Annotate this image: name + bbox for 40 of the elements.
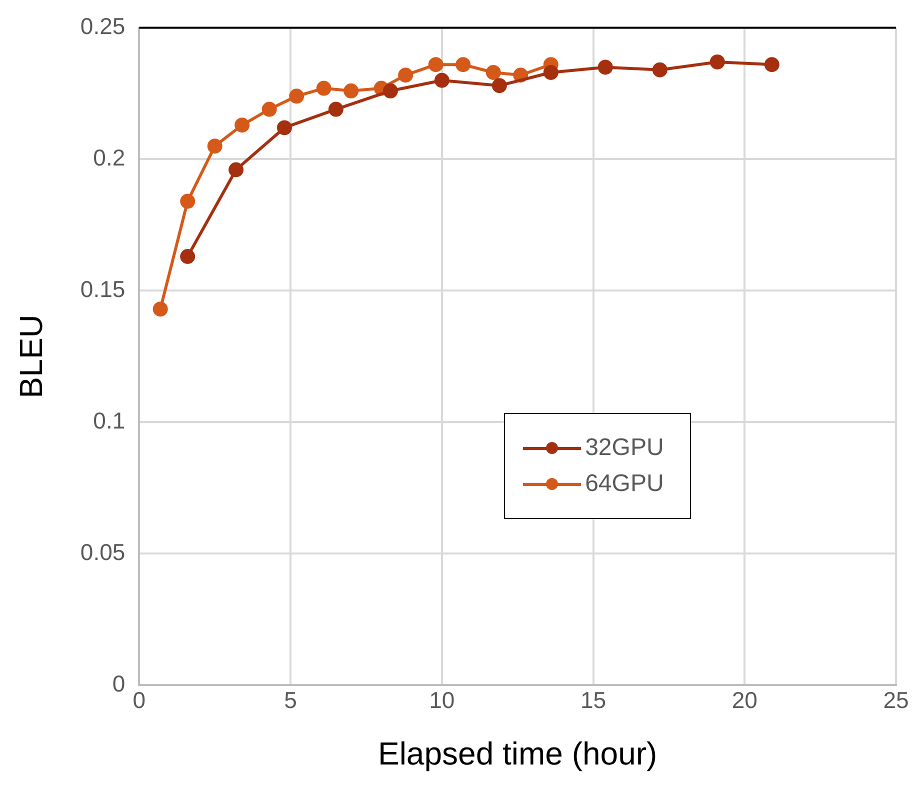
y-axis-title: BLEU <box>13 314 50 398</box>
legend-label: 32GPU <box>585 434 664 462</box>
y-tick-label: 0.25 <box>80 13 126 40</box>
point <box>456 57 471 72</box>
point <box>382 83 398 98</box>
point <box>234 118 250 133</box>
legend-label: 64GPU <box>585 470 664 498</box>
point <box>289 88 304 104</box>
point <box>398 68 414 83</box>
point <box>344 83 359 98</box>
x-tick-label: 15 <box>580 687 606 714</box>
y-tick-label: 0 <box>112 670 126 696</box>
x-tick-label: 25 <box>883 687 909 714</box>
point <box>228 162 244 178</box>
point <box>710 54 725 70</box>
point <box>598 60 613 75</box>
x-axis-title: Elapsed time (hour) <box>378 736 658 772</box>
point <box>276 120 292 136</box>
x-tick-label: 5 <box>284 687 297 714</box>
point <box>434 72 450 88</box>
point <box>764 57 780 72</box>
point <box>316 80 332 96</box>
point <box>486 64 501 80</box>
point <box>207 138 222 154</box>
y-tick-label: 0.2 <box>93 144 126 171</box>
x-tick-label: 0 <box>132 687 146 714</box>
y-tick-label: 0.05 <box>80 538 126 565</box>
x-tick-label: 20 <box>732 687 758 714</box>
point <box>262 102 277 117</box>
point <box>492 78 507 94</box>
point <box>543 64 558 80</box>
y-tick-label: 0.15 <box>80 276 126 302</box>
point <box>328 102 344 117</box>
point <box>428 57 444 72</box>
y-tick-label: 0.1 <box>93 407 126 434</box>
point <box>180 194 196 209</box>
x-tick-label: 10 <box>429 687 455 714</box>
point <box>152 302 168 317</box>
point <box>652 62 668 78</box>
point <box>180 249 196 264</box>
